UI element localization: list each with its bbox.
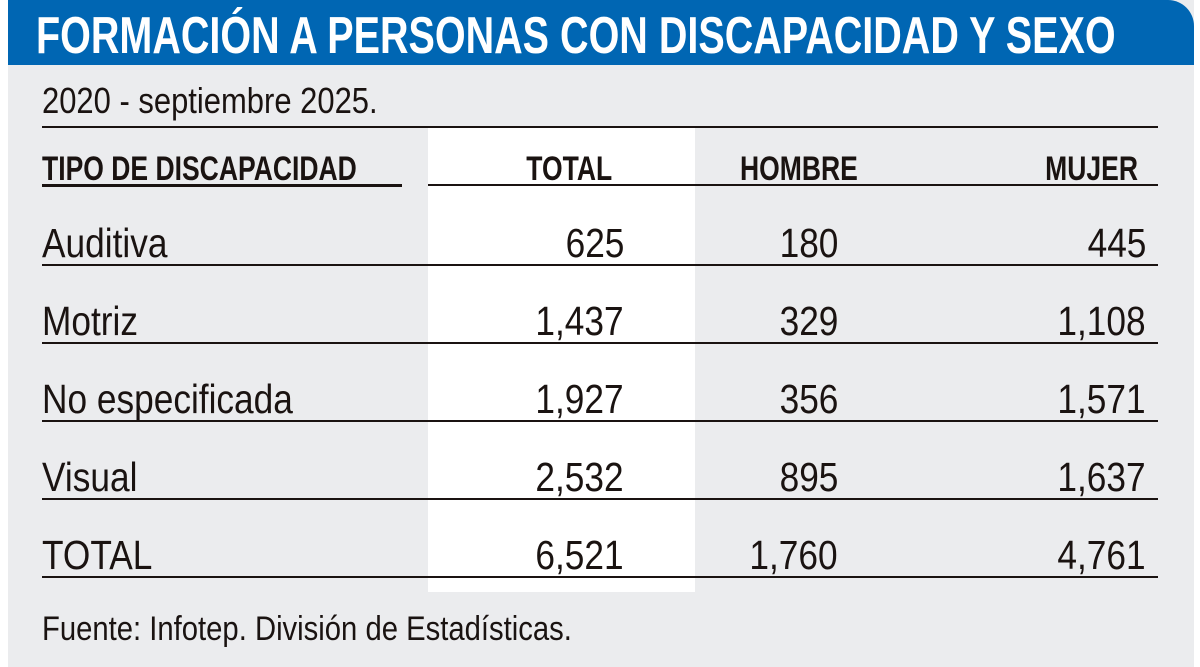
cell-total: 2,532 <box>535 454 624 500</box>
row-divider <box>42 342 1158 344</box>
cell-hombre: 895 <box>779 454 838 500</box>
source-note: Fuente: Infotep. División de Estadística… <box>42 610 572 648</box>
header-underline <box>428 184 1158 186</box>
cell-hombre: 329 <box>779 298 838 344</box>
cell-mujer: 1,108 <box>1057 298 1146 344</box>
header-underline <box>42 184 402 187</box>
total-column-highlight <box>428 128 695 592</box>
column-header-total: TOTAL <box>526 150 612 188</box>
row-divider <box>42 576 1158 578</box>
cell-tipo: Auditiva <box>42 220 168 266</box>
cell-tipo: TOTAL <box>42 532 153 578</box>
page-title: FORMACIÓN A PERSONAS CON DISCAPACIDAD Y … <box>36 7 1116 65</box>
cell-mujer: 4,761 <box>1057 532 1146 578</box>
row-divider <box>42 420 1158 422</box>
cell-total: 1,927 <box>535 376 624 422</box>
column-header-tipo: TIPO DE DISCAPACIDAD <box>42 150 357 188</box>
subtitle: 2020 - septiembre 2025. <box>42 80 378 121</box>
cell-hombre: 356 <box>779 376 838 422</box>
row-divider <box>42 498 1158 500</box>
column-header-hombre: HOMBRE <box>740 150 858 188</box>
title-banner <box>8 0 1194 65</box>
cell-mujer: 1,637 <box>1057 454 1146 500</box>
cell-hombre: 1,760 <box>749 532 838 578</box>
cell-mujer: 445 <box>1087 220 1146 266</box>
cell-tipo: Visual <box>42 454 138 500</box>
cell-hombre: 180 <box>779 220 838 266</box>
row-divider <box>42 264 1158 266</box>
divider <box>42 126 1158 128</box>
cell-tipo: No especificada <box>42 376 293 422</box>
cell-total: 625 <box>565 220 624 266</box>
cell-total: 6,521 <box>535 532 624 578</box>
cell-total: 1,437 <box>535 298 624 344</box>
column-header-mujer: MUJER <box>1045 150 1138 188</box>
cell-tipo: Motriz <box>42 298 138 344</box>
cell-mujer: 1,571 <box>1057 376 1146 422</box>
